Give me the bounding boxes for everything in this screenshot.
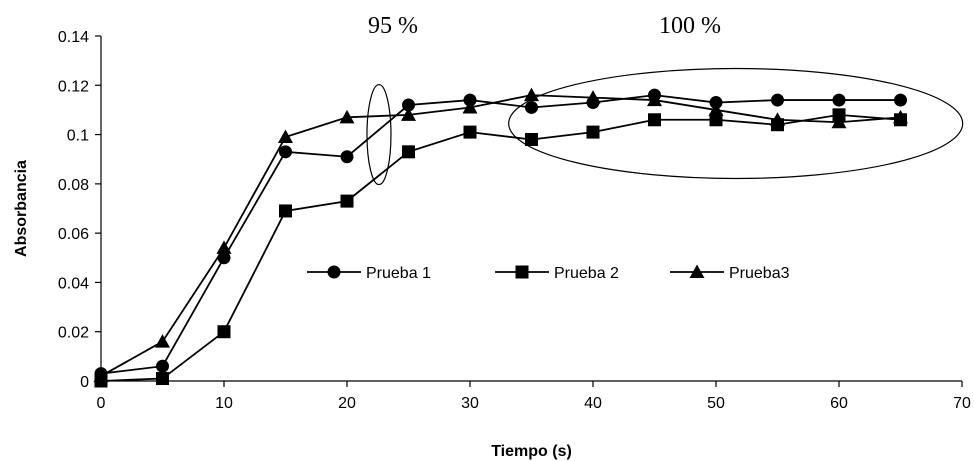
x-tick-label: 50 [707, 395, 725, 412]
series-layer [93, 87, 908, 388]
data-point [155, 334, 170, 348]
data-point [463, 125, 477, 139]
legend-marker [515, 265, 529, 279]
x-tick-label: 40 [584, 395, 602, 412]
x-tick-label: 30 [461, 395, 479, 412]
legend-label: Prueba3 [729, 265, 790, 282]
legend-item: Prueba3 [670, 264, 790, 282]
data-point [216, 240, 232, 254]
data-point [586, 125, 600, 139]
data-point [525, 100, 538, 114]
y-tick-label: 0.08 [58, 177, 89, 194]
data-point [771, 93, 784, 107]
data-point [339, 109, 355, 124]
data-point [894, 93, 907, 107]
legend-marker [689, 264, 705, 278]
data-point [648, 113, 661, 127]
data-point [93, 368, 109, 383]
y-tick-label: 0 [80, 374, 89, 391]
annotation-label-95: 95 % [368, 13, 418, 39]
y-tick-label: 0.12 [58, 78, 89, 95]
data-point [770, 112, 785, 126]
y-tick-label: 0.06 [58, 226, 89, 243]
series-line [100, 94, 901, 377]
legend-item: Prueba 1 [307, 265, 431, 282]
axes [100, 36, 962, 382]
series-line [100, 94, 901, 375]
x-tick-label: 60 [830, 395, 848, 412]
legend-label: Prueba 2 [554, 265, 619, 282]
y-tick-label: 0.02 [58, 325, 89, 342]
series-3 [93, 87, 908, 383]
data-point [585, 90, 601, 104]
y-ticks: 0 0.02 0.04 0.06 0.08 0.1 0.12 0.14 [58, 29, 101, 391]
y-tick-label: 0.14 [58, 29, 89, 46]
legend-label: Prueba 1 [366, 265, 431, 282]
data-point [402, 145, 415, 159]
y-tick-label: 0.1 [67, 128, 89, 145]
data-point [708, 102, 724, 116]
data-point [340, 194, 354, 208]
annotation-layer: 95 % 100 % [366, 13, 964, 186]
data-point [462, 99, 478, 114]
data-point [647, 92, 662, 107]
annotation-ellipse-95 [366, 83, 392, 186]
data-point [401, 107, 416, 121]
annotation-ellipse-100 [508, 67, 964, 180]
x-tick-label: 10 [215, 395, 233, 412]
legend-marker [327, 265, 341, 279]
data-point [279, 204, 292, 218]
data-point [217, 325, 231, 339]
series-2 [94, 108, 907, 388]
legend-item: Prueba 2 [495, 265, 619, 282]
x-axis-title: Tiempo (s) [491, 443, 572, 460]
data-point [832, 93, 846, 107]
x-tick-label: 0 [97, 395, 106, 412]
annotation-label-100: 100 % [659, 13, 721, 39]
data-point [279, 145, 292, 159]
series-1 [94, 88, 907, 381]
data-point [525, 133, 538, 146]
x-ticks: 0 10 20 30 40 50 60 70 [97, 381, 971, 412]
data-point [217, 251, 231, 265]
series-line [100, 113, 901, 382]
data-point [278, 129, 293, 144]
data-point [893, 109, 908, 124]
data-point [156, 359, 169, 373]
legend: Prueba 1 Prueba 2 Prueba3 [307, 264, 790, 282]
y-tick-label: 0.04 [58, 275, 89, 292]
x-tick-label: 70 [953, 395, 971, 412]
data-point [156, 372, 169, 386]
x-tick-label: 20 [338, 395, 356, 412]
y-axis-title: Absorbancia [13, 160, 30, 257]
data-point [340, 150, 354, 164]
data-point [402, 98, 415, 112]
data-point [709, 113, 723, 127]
data-point [831, 114, 847, 129]
